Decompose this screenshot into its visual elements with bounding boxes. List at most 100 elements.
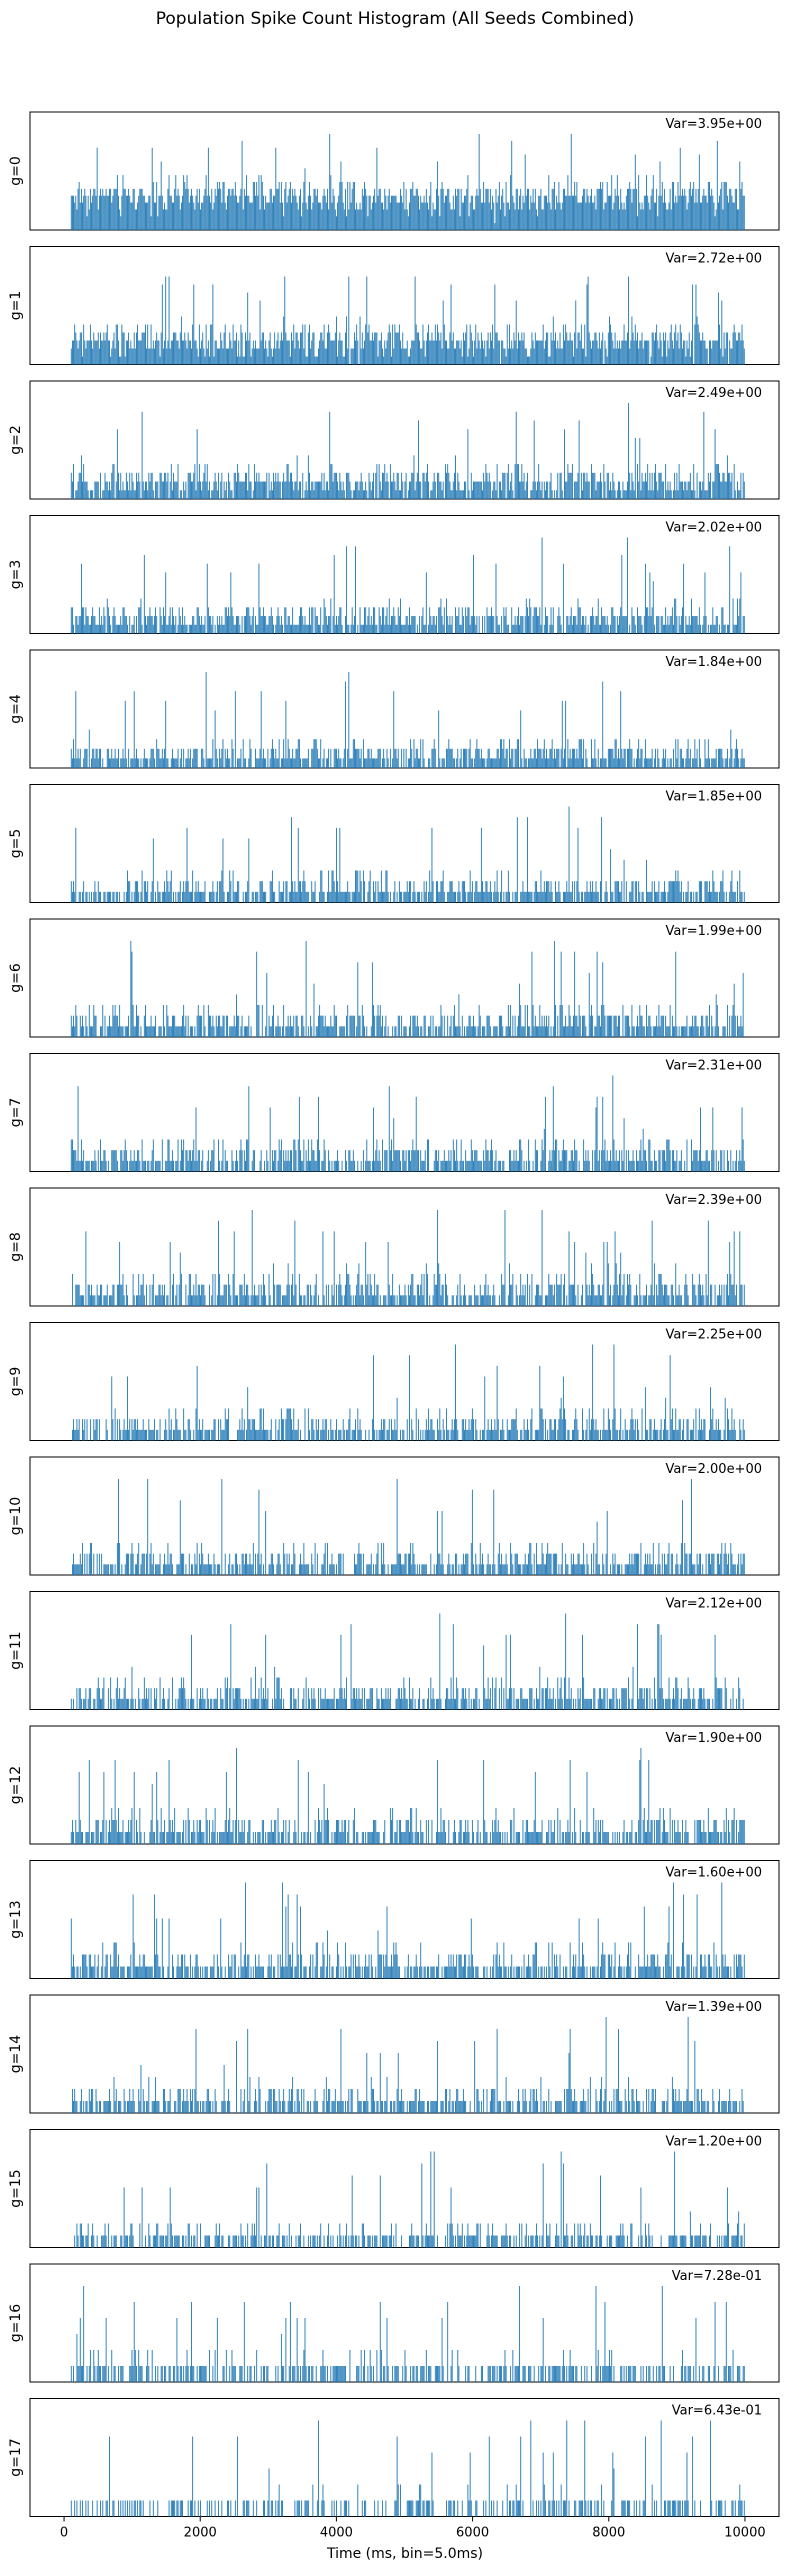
spike-bar xyxy=(255,1295,257,1306)
spike-bar xyxy=(694,1284,696,1306)
spike-bar xyxy=(218,348,219,365)
spike-bar xyxy=(651,881,653,903)
spike-bar xyxy=(595,332,597,365)
spike-bar xyxy=(562,1284,564,1306)
spike-bar xyxy=(500,209,501,230)
spike-bar xyxy=(419,340,421,365)
spike-bar xyxy=(276,758,278,768)
spike-bar xyxy=(598,481,600,499)
spike-bar xyxy=(539,1365,541,1441)
spike-bar xyxy=(360,881,362,903)
spike-bar xyxy=(379,1429,381,1441)
spike-bar xyxy=(152,1274,154,1306)
spike-bar xyxy=(75,1005,77,1037)
spike-bar xyxy=(282,202,283,230)
spike-bar xyxy=(475,1150,477,1172)
spike-bar xyxy=(129,195,131,230)
spike-bar xyxy=(183,881,185,903)
spike-bar xyxy=(448,739,450,768)
spike-bar xyxy=(646,1429,647,1441)
spike-bar xyxy=(448,1150,450,1172)
spike-bar xyxy=(430,1419,432,1441)
spike-bar xyxy=(667,1139,669,1172)
spike-bar xyxy=(207,1005,209,1037)
spike-bar xyxy=(511,1284,513,1306)
spike-bar xyxy=(105,1160,107,1172)
spike-bar xyxy=(585,1026,587,1037)
spike-bar xyxy=(114,1408,116,1441)
spike-bar xyxy=(716,340,718,365)
spike-bar xyxy=(210,891,212,903)
spike-bar xyxy=(639,1274,641,1306)
spike-bar xyxy=(304,168,306,230)
spike-bar xyxy=(518,332,519,365)
spike-bar xyxy=(197,1150,199,1172)
spike-bar xyxy=(502,1284,504,1306)
spike-bar xyxy=(605,202,607,230)
spike-bar xyxy=(684,188,686,230)
spike-bar xyxy=(626,537,628,634)
spike-bar xyxy=(350,1295,352,1306)
spike-bar xyxy=(669,188,671,230)
spike-bar xyxy=(582,195,583,230)
spike-bar xyxy=(488,348,490,365)
spike-bar xyxy=(271,1150,273,1172)
spike-bar xyxy=(689,182,691,230)
spike-bar xyxy=(537,616,539,634)
spike-bar xyxy=(565,195,567,230)
spike-bar xyxy=(152,1429,154,1441)
spike-bar xyxy=(183,1139,185,1172)
spike-bar xyxy=(635,188,637,230)
spike-bar xyxy=(533,1026,535,1037)
spike-bar xyxy=(355,748,356,768)
spike-bar xyxy=(300,758,301,768)
spike-bar xyxy=(360,209,362,230)
spike-bar xyxy=(406,881,408,903)
spike-bar xyxy=(441,616,443,634)
spike-bar xyxy=(106,1026,108,1037)
spike-bar xyxy=(429,607,431,634)
spike-bar xyxy=(442,758,444,768)
spike-bar xyxy=(373,607,374,634)
spike-bar xyxy=(628,403,630,499)
spike-bar xyxy=(155,202,157,230)
spike-bar xyxy=(609,316,610,365)
spike-bar xyxy=(307,455,309,499)
spike-bar xyxy=(380,1026,382,1037)
spike-bar xyxy=(680,1150,682,1172)
spike-bar xyxy=(714,1284,716,1306)
spike-bar xyxy=(340,161,342,230)
spike-bar xyxy=(553,1284,555,1306)
spike-bar xyxy=(158,195,160,230)
spike-bar xyxy=(130,941,132,1037)
spike-bar xyxy=(678,1284,680,1306)
spike-bar xyxy=(316,1026,318,1037)
spike-bar xyxy=(238,616,240,634)
spike-bar xyxy=(664,1150,665,1172)
spike-bar xyxy=(629,1429,631,1441)
spike-bar xyxy=(538,464,540,499)
spike-bar xyxy=(568,1231,570,1306)
spike-bar xyxy=(679,748,681,768)
spike-bar xyxy=(241,140,243,230)
spike-bar xyxy=(139,1295,141,1306)
spike-bar xyxy=(431,748,433,768)
spike-bar xyxy=(339,827,341,903)
spike-bar xyxy=(528,1026,530,1037)
spike-bar xyxy=(541,1408,543,1441)
spike-bar xyxy=(352,1150,354,1172)
spike-bar xyxy=(552,316,554,365)
spike-bar xyxy=(179,1026,181,1037)
spike-bar xyxy=(588,202,590,230)
spike-bar xyxy=(410,881,412,903)
spike-bar xyxy=(292,481,294,499)
spike-bar xyxy=(644,1387,646,1441)
spike-bar xyxy=(669,758,671,768)
spike-bar xyxy=(114,188,116,230)
spike-bar xyxy=(157,1160,159,1172)
spike-bar xyxy=(284,188,286,230)
spike-bar xyxy=(297,739,299,768)
spike-bar xyxy=(176,1419,178,1441)
spike-bar xyxy=(603,758,605,768)
spike-bar xyxy=(222,348,224,365)
